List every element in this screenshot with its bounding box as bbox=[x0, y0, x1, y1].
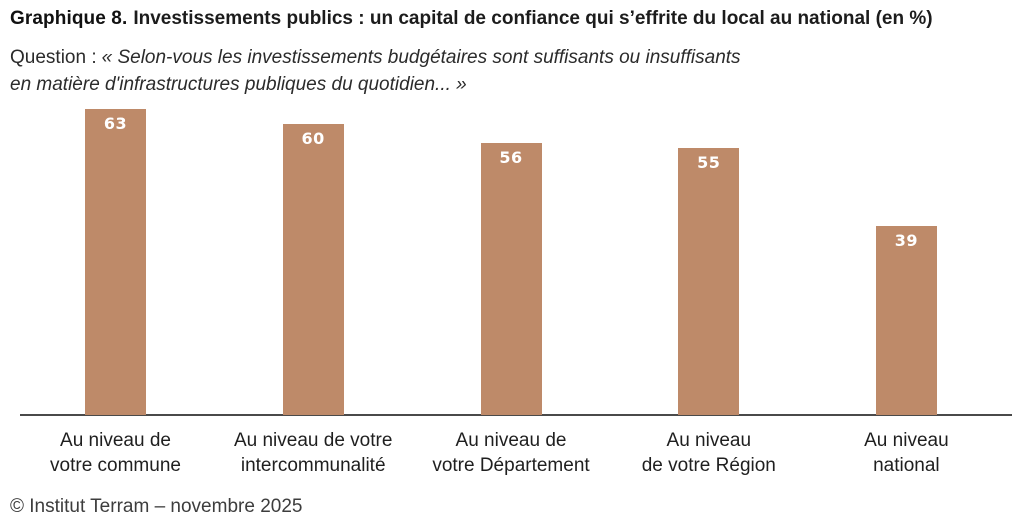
category-label-2: Au niveau de votre intercommunalité bbox=[233, 430, 393, 476]
category-label-5: Au niveau national bbox=[864, 430, 949, 476]
bar-value-label: 55 bbox=[697, 152, 721, 172]
chart-question: Question : « Selon-vous les investissemen… bbox=[10, 44, 1010, 98]
question-text-line2: en matière d'infrastructures publiques d… bbox=[10, 74, 467, 95]
category-label-1: Au niveau de votre commune bbox=[50, 430, 181, 476]
bar-value-label: 39 bbox=[894, 230, 919, 250]
bar-value-label: 63 bbox=[103, 114, 128, 133]
question-label: Question : bbox=[10, 47, 97, 68]
source-credit: © Institut Terram – novembre 2025 bbox=[10, 496, 303, 517]
chart-title-text: Investissements publics : un capital de … bbox=[133, 8, 933, 29]
bar-5: 39 bbox=[875, 225, 937, 415]
x-axis-line bbox=[20, 414, 1012, 416]
bar-2: 60 bbox=[282, 123, 344, 415]
chart-title-number: Graphique 8. bbox=[10, 8, 128, 29]
bar-1: 63 bbox=[85, 109, 146, 415]
bar-value-label: 56 bbox=[499, 148, 523, 167]
chart-title: Graphique 8. Investissements publics : un… bbox=[10, 6, 1016, 32]
category-label-4: Au niveau de votre Région bbox=[641, 430, 776, 476]
question-text-line1: « Selon-vous les investissements budgéta… bbox=[101, 47, 741, 68]
bar-4: 55 bbox=[678, 147, 740, 415]
question-line-1: Question : « Selon-vous les investissemen… bbox=[10, 44, 1010, 71]
bar-3: 56 bbox=[480, 143, 542, 415]
category-label-3: Au niveau de votre Département bbox=[432, 430, 590, 476]
bar-value-label: 60 bbox=[301, 128, 325, 148]
